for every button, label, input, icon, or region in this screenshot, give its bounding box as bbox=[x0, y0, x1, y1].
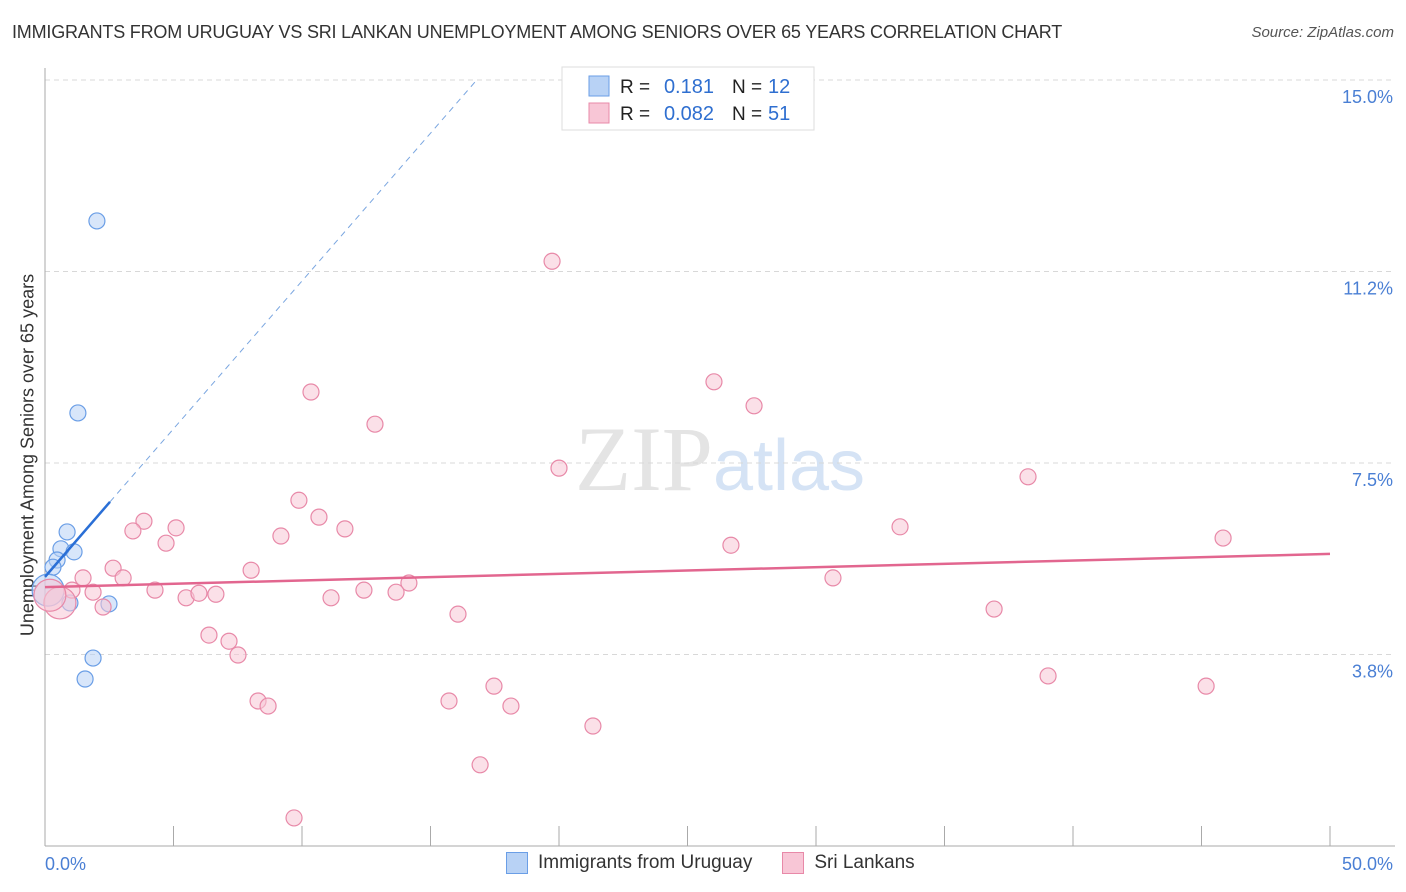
sri-lankans-point bbox=[220, 632, 238, 650]
sri-lankans-point bbox=[167, 519, 185, 537]
sri-lankans-point bbox=[229, 646, 247, 664]
sri-lankans-point bbox=[33, 578, 67, 612]
uruguay-point bbox=[69, 404, 87, 422]
sri-lankans-point bbox=[449, 605, 467, 623]
legend-item-sri-lankans[interactable]: Sri Lankans bbox=[782, 852, 915, 874]
sri-lankans-point bbox=[200, 626, 218, 644]
stats-legend: R = 0.181 N = 12 R = 0.082 N = 51 bbox=[561, 66, 815, 131]
sri-lankans-point bbox=[135, 512, 153, 530]
sri-lankans-point bbox=[94, 598, 112, 616]
uruguay-point bbox=[76, 670, 94, 688]
sri-lankans-point bbox=[985, 600, 1003, 618]
sri-lankans-point bbox=[207, 585, 225, 603]
sri-lankans-point bbox=[259, 697, 277, 715]
sri-lankans-point bbox=[114, 569, 132, 587]
sri-lankans-point bbox=[485, 677, 503, 695]
sri-lankans-point bbox=[745, 397, 763, 415]
bottom-legend: Immigrants from Uruguay Sri Lankans bbox=[506, 852, 915, 874]
n-value: 51 bbox=[768, 103, 790, 125]
x-tick-label: 50.0% bbox=[1342, 854, 1393, 874]
legend-swatch-pink bbox=[782, 852, 805, 874]
sri-lankans-point bbox=[543, 252, 561, 270]
sri-lankans-point bbox=[1197, 677, 1215, 695]
sri-lankans-point bbox=[502, 697, 520, 715]
sri-lankans-point bbox=[366, 415, 384, 433]
sri-lankans-point bbox=[891, 518, 909, 536]
legend-label: Immigrants from Uruguay bbox=[538, 852, 753, 873]
sri-lankans-point bbox=[355, 581, 373, 599]
sri-lankans-point bbox=[272, 527, 290, 545]
y-tick-label: 3.8% bbox=[1352, 662, 1393, 682]
stats-swatch bbox=[588, 102, 610, 124]
sri-lankans-point bbox=[471, 756, 489, 774]
sri-lankans-point bbox=[387, 583, 405, 601]
legend-swatch-blue bbox=[506, 852, 528, 874]
uruguay-point bbox=[58, 523, 76, 541]
sri-lankans-point bbox=[310, 508, 328, 526]
sri-lankans-point bbox=[336, 520, 354, 538]
r-label: R = bbox=[620, 77, 650, 98]
x-tick-label: 0.0% bbox=[45, 854, 86, 874]
n-value: 12 bbox=[768, 76, 790, 98]
r-label: R = bbox=[620, 104, 650, 125]
sri-lankans-point bbox=[584, 717, 602, 735]
r-value: 0.082 bbox=[664, 103, 714, 125]
n-label: N = bbox=[732, 104, 762, 125]
uruguay-trend-line bbox=[44, 500, 111, 578]
sri-lankans-point bbox=[285, 809, 303, 827]
watermark: ZIPatlas bbox=[575, 408, 865, 510]
sri-lankans-point bbox=[242, 561, 260, 579]
sri-lankans-point bbox=[1039, 667, 1057, 685]
uruguay-point bbox=[84, 649, 102, 667]
sri-lankans-point bbox=[705, 373, 723, 391]
y-tick-label: 11.2% bbox=[1343, 279, 1393, 299]
sri-lankans-point bbox=[322, 589, 340, 607]
sri-lankans-point bbox=[440, 692, 458, 710]
stats-swatch bbox=[588, 75, 610, 97]
chart-title: IMMIGRANTS FROM URUGUAY VS SRI LANKAN UN… bbox=[12, 22, 1062, 42]
sri-lankans-point bbox=[74, 569, 92, 587]
y-tick-label: 15.0% bbox=[1342, 87, 1393, 107]
sri-lankans-point bbox=[302, 383, 320, 401]
sri-lankans-point bbox=[290, 491, 308, 509]
sri-lankans-point bbox=[124, 522, 142, 540]
sri-lankans-point bbox=[146, 581, 164, 599]
source-label: Source: ZipAtlas.com bbox=[1251, 24, 1394, 41]
uruguay-point bbox=[88, 212, 106, 230]
sri-lankans-point bbox=[157, 534, 175, 552]
uruguay-point bbox=[65, 543, 83, 561]
sri-lankans-point bbox=[84, 583, 102, 601]
n-label: N = bbox=[732, 77, 762, 98]
y-tick-label: 7.5% bbox=[1352, 470, 1393, 490]
sri-lankans-point bbox=[1214, 529, 1232, 547]
sri-lankans-point bbox=[824, 569, 842, 587]
legend-label: Sri Lankans bbox=[814, 852, 915, 873]
uruguay-trend-extension bbox=[109, 81, 476, 503]
sri-lankans-trend-line bbox=[44, 552, 1331, 589]
r-value: 0.181 bbox=[664, 76, 714, 98]
sri-lankans-point bbox=[722, 536, 740, 554]
sri-lankans-point bbox=[550, 459, 568, 477]
sri-lankans-point bbox=[190, 584, 208, 602]
legend-item-uruguay[interactable]: Immigrants from Uruguay bbox=[506, 852, 752, 874]
sri-lankans-point bbox=[1019, 468, 1037, 486]
